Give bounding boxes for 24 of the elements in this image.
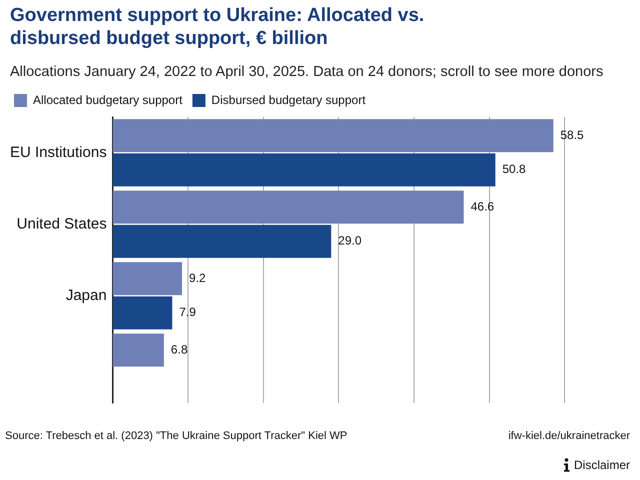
data-label: 9.2 [189,270,206,285]
source-note: Source: Trebesch et al. (2023) "The Ukraine Support Tracker" Kiel WP [5,430,348,442]
bar [112,190,464,224]
bar [112,334,164,367]
bar [112,119,554,152]
data-label: 46.6 [470,199,494,214]
chart-title: Government support to Ukraine: Allocated vs. disbursed budget support, € billion [10,4,426,50]
bar [112,224,332,258]
data-label: 58.5 [560,128,584,142]
y-tick-label: EU Institutions [10,144,107,161]
data-label: 6.8 [170,342,188,356]
legend-label: Disbursed budgetary support [211,92,366,107]
chart-subtitle: Allocations January 24, 2022 to April 30, 2025. Data on 24 donors; scroll to see more donors [10,64,604,80]
data-label: 7.9 [179,305,196,320]
data-label: 50.8 [502,162,526,176]
bar [112,262,182,296]
legend-label: Allocated budgetary support [33,92,184,107]
bar [112,153,496,186]
text: ifw-kiel.de/ukrainetracker [508,430,630,442]
bar [112,296,172,330]
data-label: 29.0 [338,234,362,248]
y-tick-label: United States [16,215,107,232]
y-tick-label: Japan [66,286,107,304]
text: Disclaimer [574,458,630,472]
